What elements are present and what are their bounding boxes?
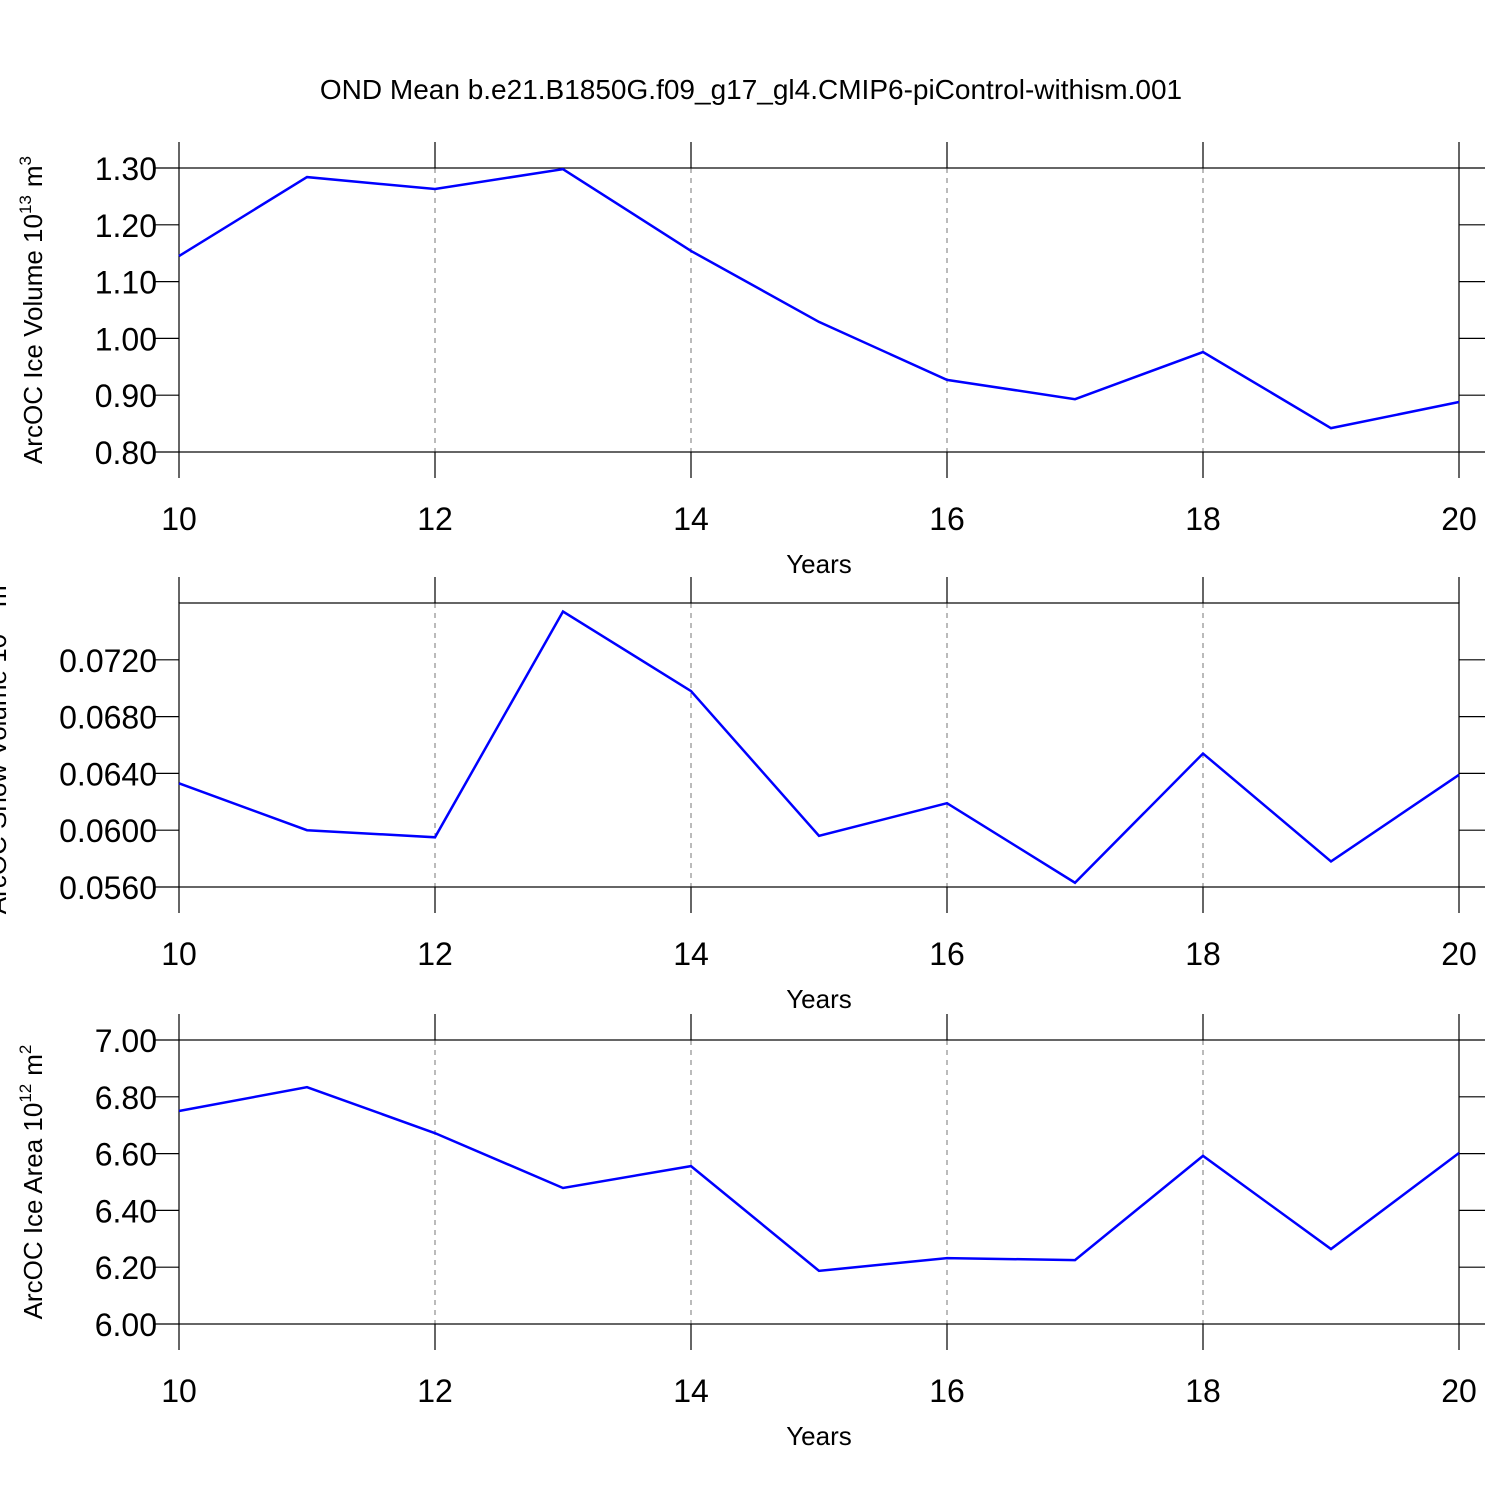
y-tick-label: 6.00 [95,1307,157,1343]
y-axis-label-text: ArcOC Snow Volume 10 [0,634,12,914]
x-tick-label: 10 [161,501,197,537]
plot-frame [178,1039,1460,1325]
y-axis-label-unit: m [18,1054,48,1076]
y-tick-label: 1.10 [95,265,157,301]
y-tick-label: 6.60 [95,1137,157,1173]
x-tick-label: 20 [1441,501,1477,537]
x-axis-label: Years [786,549,852,579]
y-axis-label: ArcOC Ice Volume 1013 m3 [16,156,48,464]
y-axis-label: ArcOC Snow Volume 1013m3 [0,576,12,914]
x-tick-label: 12 [417,1373,453,1409]
x-tick-label: 16 [929,501,965,537]
y-tick-label: 0.90 [95,378,157,414]
y-tick-label: 0.0600 [59,813,157,849]
y-axis-label-text: ArcOC Ice Area 10 [18,1103,48,1320]
x-tick-label: 10 [161,936,197,972]
y-axis-label-exp: 13 [16,195,35,214]
x-tick-label: 16 [929,936,965,972]
data-line [178,1085,1460,1273]
y-axis-label-unit: m [0,585,12,607]
x-tick-label: 20 [1441,936,1477,972]
x-tick-label: 12 [417,501,453,537]
y-tick-label: 0.0640 [59,756,157,792]
x-tick-label: 14 [673,1373,709,1409]
data-line [178,609,1460,885]
y-axis-label-exp: 2 [16,1045,35,1054]
y-tick-label: 1.00 [95,321,157,357]
x-tick-label: 12 [417,936,453,972]
y-tick-label: 0.0680 [59,700,157,736]
y-tick-label: 7.00 [95,1023,157,1059]
y-axis-label-exp: 3 [16,156,35,165]
x-tick-label: 10 [161,1373,197,1409]
y-tick-label: 1.20 [95,208,157,244]
x-tick-label: 18 [1185,1373,1221,1409]
x-tick-label: 20 [1441,1373,1477,1409]
x-tick-label: 18 [1185,501,1221,537]
y-tick-label: 0.0720 [59,643,157,679]
y-tick-label: 6.40 [95,1193,157,1229]
x-tick-label: 14 [673,501,709,537]
y-tick-label: 0.0560 [59,870,157,906]
x-axis-label: Years [786,1421,852,1451]
x-axis-label: Years [786,984,852,1014]
y-tick-label: 0.80 [95,435,157,471]
y-tick-label: 1.30 [95,151,157,187]
y-axis-label-text: ArcOC Ice Volume 10 [18,214,48,464]
y-axis-label: ArcOC Ice Area 1012 m2 [16,1045,48,1320]
data-line [178,167,1460,430]
x-tick-label: 18 [1185,936,1221,972]
y-axis-label-unit: m [18,165,48,187]
x-tick-label: 16 [929,1373,965,1409]
y-tick-label: 6.20 [95,1250,157,1286]
chart-title: OND Mean b.e21.B1850G.f09_g17_gl4.CMIP6-… [320,74,1182,105]
plot-frame [178,602,1460,888]
y-tick-label: 6.80 [95,1080,157,1116]
plot-frame [178,167,1460,453]
x-tick-label: 14 [673,936,709,972]
y-axis-label-exp: 12 [16,1084,35,1103]
